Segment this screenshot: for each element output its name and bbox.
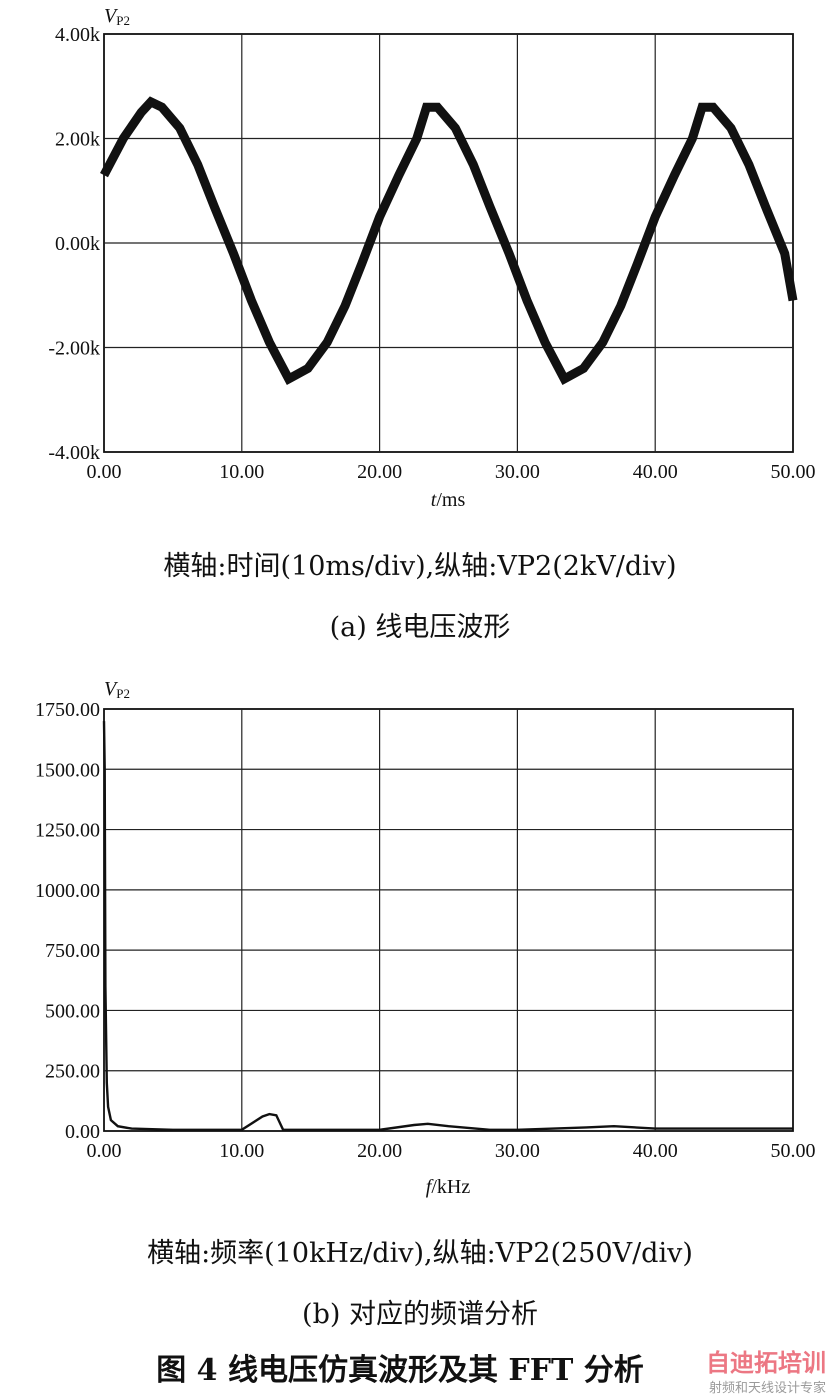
x-tick-label: 50.00 xyxy=(771,461,816,483)
x-tick-label: 30.00 xyxy=(495,461,540,483)
figure-caption: 图 4 线电压仿真波形及其 FFT 分析 xyxy=(156,1353,644,1388)
caption-b-title: (b) 对应的频谱分析 xyxy=(302,1299,538,1330)
watermark-subtitle: 射频和天线设计专家 xyxy=(709,1380,826,1396)
spectrum-chart: 0.00 10.00 20.00 30.00 40.00 50.00 0.00 250.00 5… xyxy=(35,678,816,1198)
x-tick-label: 10.00 xyxy=(219,1140,264,1162)
x-tick-label: 30.00 xyxy=(495,1140,540,1162)
tick-labels: 0.00 10.00 20.00 30.00 40.00 50.00 -4.00k -2.00… xyxy=(48,24,815,483)
y-tick-label: 250.00 xyxy=(45,1061,100,1083)
watermark-logo-text: 自迪拓培训 xyxy=(706,1349,826,1377)
grid-lines xyxy=(104,709,793,1131)
line-voltage-chart: 0.00 10.00 20.00 30.00 40.00 50.00 -4.00k -2.00… xyxy=(48,5,815,511)
y-tick-label: 1750.00 xyxy=(35,699,100,721)
y-tick-label: 2.00k xyxy=(55,129,100,151)
y-tick-label: 0.00k xyxy=(55,233,100,255)
x-tick-label: 40.00 xyxy=(633,461,678,483)
tick-labels: 0.00 10.00 20.00 30.00 40.00 50.00 0.00 250.00 5… xyxy=(35,699,816,1162)
plot-frame xyxy=(103,708,794,1132)
y-tick-label: 1250.00 xyxy=(35,820,100,842)
x-tick-label: 0.00 xyxy=(87,1140,122,1162)
grid-lines xyxy=(104,34,793,452)
y-tick-label: 0.00 xyxy=(65,1121,100,1143)
y-tick-label: 1000.00 xyxy=(35,880,100,902)
y-tick-label: 4.00k xyxy=(55,24,100,46)
x-tick-label: 10.00 xyxy=(219,461,264,483)
caption-b-axes: 横轴:频率(10kHz/div),纵轴:VP2(250V/div) xyxy=(147,1238,693,1269)
y-tick-label: 500.00 xyxy=(45,1000,100,1022)
x-tick-label: 0.00 xyxy=(87,461,122,483)
x-tick-label: 20.00 xyxy=(357,1140,402,1162)
x-axis-label: t/ms xyxy=(431,489,466,511)
x-tick-label: 20.00 xyxy=(357,461,402,483)
y-tick-label: -2.00k xyxy=(48,338,100,360)
y-axis-label: VP2 xyxy=(104,678,130,701)
y-tick-label: 750.00 xyxy=(45,940,100,962)
caption-a-axes: 横轴:时间(10ms/div),纵轴:VP2(2kV/div) xyxy=(163,551,676,582)
y-tick-label: 1500.00 xyxy=(35,759,100,781)
x-tick-label: 50.00 xyxy=(771,1140,816,1162)
series-vp2-waveform xyxy=(100,96,798,386)
x-axis-label: f/kHz xyxy=(426,1176,471,1198)
series-line xyxy=(102,721,793,1132)
x-tick-label: 40.00 xyxy=(633,1140,678,1162)
caption-a-title: (a) 线电压波形 xyxy=(330,612,511,643)
series-line xyxy=(100,96,798,386)
y-axis-label: VP2 xyxy=(104,5,130,28)
y-tick-label: -4.00k xyxy=(48,442,100,464)
series-vp2-spectrum xyxy=(102,721,793,1132)
